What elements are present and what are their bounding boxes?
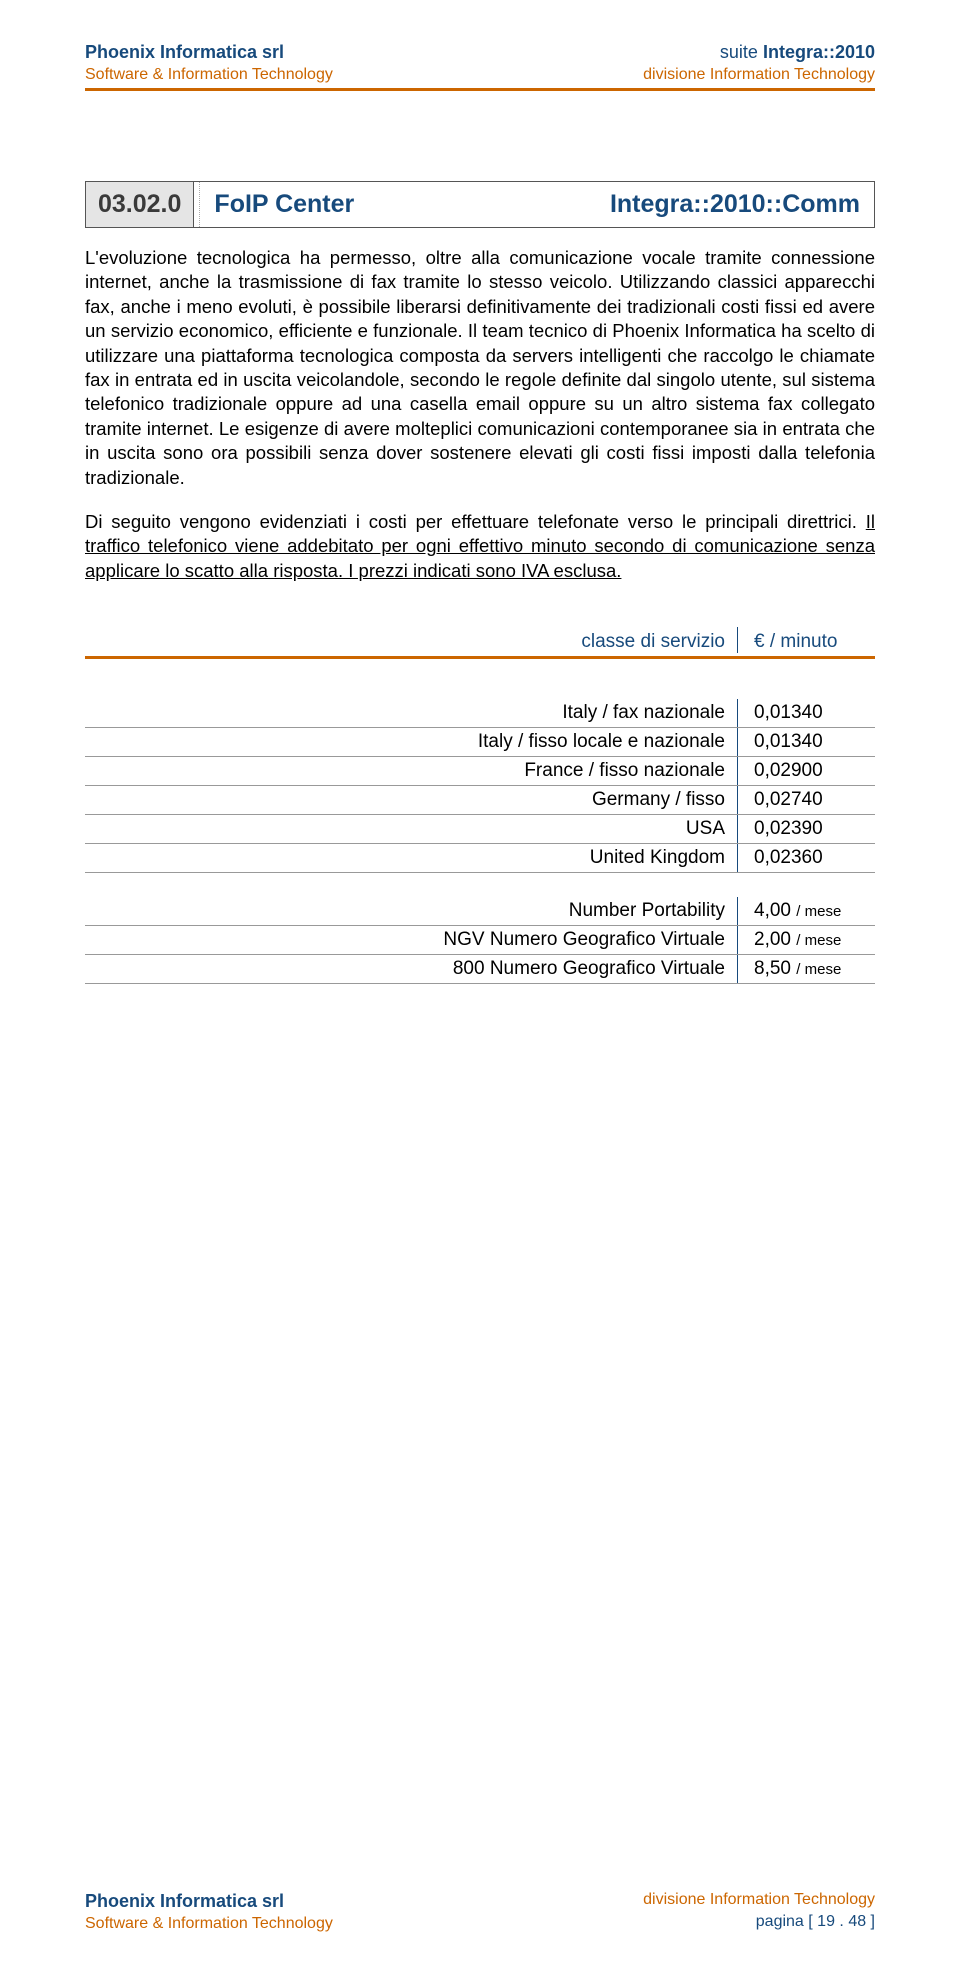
price-row-separator bbox=[737, 955, 738, 983]
header-right: suite Integra::2010 divisione Informatio… bbox=[643, 40, 875, 86]
section-title-box: 03.02.0 FoIP Center Integra::2010::Comm bbox=[85, 181, 875, 228]
header-division: divisione Information Technology bbox=[643, 64, 875, 86]
footer-left: Phoenix Informatica srl Software & Infor… bbox=[85, 1889, 333, 1935]
price-row-separator bbox=[737, 699, 738, 727]
header-suite: suite Integra::2010 bbox=[643, 40, 875, 64]
document-page: Phoenix Informatica srl Software & Infor… bbox=[0, 0, 960, 1975]
price-table-month: Number Portability4,00 / meseNGV Numero … bbox=[85, 897, 875, 984]
price-row-separator bbox=[737, 844, 738, 872]
price-row-separator bbox=[737, 815, 738, 843]
price-row-separator bbox=[737, 786, 738, 814]
body-paragraph-2: Di seguito vengono evidenziati i costi p… bbox=[85, 510, 875, 583]
price-header-service: classe di servizio bbox=[581, 631, 735, 653]
price-row-value: 0,02390 bbox=[740, 818, 875, 840]
price-row: NGV Numero Geografico Virtuale2,00 / mes… bbox=[85, 926, 875, 955]
section-number: 03.02.0 bbox=[86, 182, 194, 227]
header-company: Phoenix Informatica srl bbox=[85, 40, 333, 64]
price-table-spacer bbox=[85, 873, 875, 897]
price-row-value: 0,02360 bbox=[740, 847, 875, 869]
price-row: Number Portability4,00 / mese bbox=[85, 897, 875, 926]
price-row-unit: / mese bbox=[796, 932, 841, 949]
price-row-value: 0,01340 bbox=[740, 702, 875, 724]
page-header: Phoenix Informatica srl Software & Infor… bbox=[85, 40, 875, 91]
price-row-separator bbox=[737, 897, 738, 925]
price-row-value: 8,50 / mese bbox=[740, 958, 875, 980]
price-row-service: 800 Numero Geografico Virtuale bbox=[453, 958, 735, 980]
footer-page-suffix: ] bbox=[866, 1913, 875, 1930]
price-row-service: Number Portability bbox=[569, 900, 735, 922]
footer-page: pagina [ 19 . 48 ] bbox=[643, 1911, 875, 1933]
header-suite-prefix: suite bbox=[720, 42, 763, 62]
price-row: 800 Numero Geografico Virtuale8,50 / mes… bbox=[85, 955, 875, 984]
footer-company: Phoenix Informatica srl bbox=[85, 1889, 333, 1913]
section-title-right: Integra::2010::Comm bbox=[610, 190, 860, 219]
footer-page-prefix: pagina [ bbox=[756, 1913, 817, 1930]
price-row-separator bbox=[737, 757, 738, 785]
price-row-service: NGV Numero Geografico Virtuale bbox=[443, 929, 735, 951]
price-row-service: United Kingdom bbox=[590, 847, 735, 869]
price-row-service: Italy / fax nazionale bbox=[562, 702, 735, 724]
price-row-separator bbox=[737, 728, 738, 756]
page-footer: Phoenix Informatica srl Software & Infor… bbox=[85, 1889, 875, 1935]
footer-page-sep: . bbox=[835, 1913, 848, 1930]
header-left: Phoenix Informatica srl Software & Infor… bbox=[85, 40, 333, 86]
price-row-value: 4,00 / mese bbox=[740, 900, 875, 922]
header-suite-brand: Integra::2010 bbox=[763, 42, 875, 62]
price-row: United Kingdom0,02360 bbox=[85, 844, 875, 873]
footer-subtitle: Software & Information Technology bbox=[85, 1913, 333, 1935]
price-row-service: France / fisso nazionale bbox=[524, 760, 735, 782]
price-row: France / fisso nazionale0,02900 bbox=[85, 757, 875, 786]
footer-page-current: 19 bbox=[817, 1913, 835, 1930]
price-row-value: 2,00 / mese bbox=[740, 929, 875, 951]
price-row-service: Italy / fisso locale e nazionale bbox=[478, 731, 735, 753]
price-row: USA0,02390 bbox=[85, 815, 875, 844]
price-row-unit: / mese bbox=[796, 961, 841, 978]
price-row-value: 0,02900 bbox=[740, 760, 875, 782]
price-row: Italy / fax nazionale0,01340 bbox=[85, 699, 875, 728]
price-row-service: Germany / fisso bbox=[592, 789, 735, 811]
price-header-price: € / minuto bbox=[740, 631, 875, 653]
price-header-separator bbox=[737, 627, 738, 653]
price-row-separator bbox=[737, 926, 738, 954]
footer-page-total: 48 bbox=[848, 1913, 866, 1930]
price-row: Germany / fisso0,02740 bbox=[85, 786, 875, 815]
footer-right: divisione Information Technology pagina … bbox=[643, 1889, 875, 1935]
price-row: Italy / fisso locale e nazionale0,01340 bbox=[85, 728, 875, 757]
price-table-header: classe di servizio € / minuto bbox=[85, 627, 875, 659]
price-row-value: 0,01340 bbox=[740, 731, 875, 753]
footer-division: divisione Information Technology bbox=[643, 1889, 875, 1911]
section-title-left: FoIP Center bbox=[214, 190, 354, 219]
body-paragraph-1: L'evoluzione tecnologica ha permesso, ol… bbox=[85, 246, 875, 490]
price-row-value: 0,02740 bbox=[740, 789, 875, 811]
body-para2-plain: Di seguito vengono evidenziati i costi p… bbox=[85, 511, 866, 532]
price-table-minute: Italy / fax nazionale0,01340Italy / fiss… bbox=[85, 699, 875, 873]
price-row-service: USA bbox=[686, 818, 735, 840]
price-row-unit: / mese bbox=[796, 903, 841, 920]
header-subtitle: Software & Information Technology bbox=[85, 64, 333, 86]
section-title-main: FoIP Center Integra::2010::Comm bbox=[200, 182, 874, 227]
